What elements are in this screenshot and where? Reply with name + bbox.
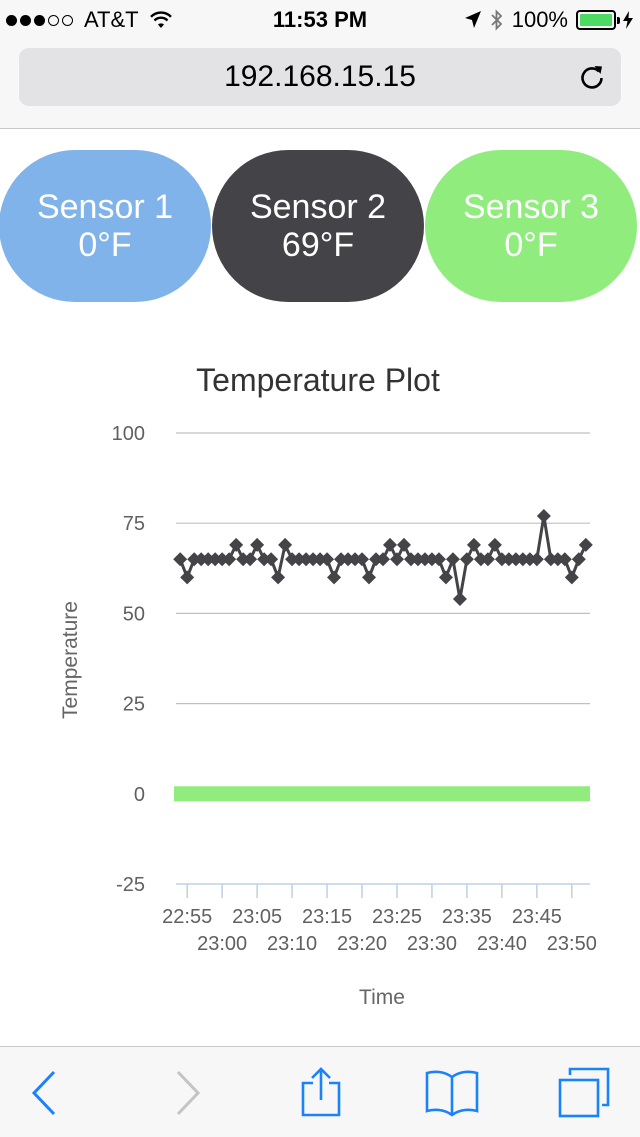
data-point <box>564 570 579 585</box>
x-tick-label: 23:20 <box>337 933 387 955</box>
tabs-icon[interactable] <box>556 1067 612 1119</box>
bluetooth-icon <box>491 9 502 31</box>
x-tick-label: 23:30 <box>407 933 457 955</box>
status-left: AT&T <box>6 7 173 33</box>
x-tick-label: 23:35 <box>442 906 492 928</box>
x-tick-label: 23:40 <box>477 933 527 955</box>
y-tick-label: 50 <box>123 603 145 625</box>
back-icon[interactable] <box>20 1067 76 1119</box>
data-point <box>355 552 370 567</box>
status-bar: AT&T 11:53 PM 100% <box>0 0 640 40</box>
data-point <box>431 552 446 567</box>
data-point <box>452 591 467 606</box>
data-point <box>536 508 551 523</box>
data-point <box>376 552 390 567</box>
sensor-1-button[interactable]: Sensor 1 0°F <box>0 150 211 302</box>
temperature-chart: Temperature Plot 100 75 50 25 0 -25 22:55 23:0… <box>59 362 597 1009</box>
x-tick-label: 23:25 <box>372 906 422 928</box>
browser-address-area: 192.168.15.15 <box>0 40 640 129</box>
data-point <box>222 552 237 567</box>
carrier-name: AT&T <box>84 7 139 32</box>
data-point <box>327 570 342 585</box>
data-point <box>320 552 335 567</box>
data-point <box>487 537 502 552</box>
chart-grid <box>176 432 590 795</box>
chart-series <box>173 508 593 802</box>
sensor-3-name: Sensor 3 <box>462 188 600 226</box>
location-arrow-icon <box>464 11 481 28</box>
sensor-1-value: 0°F <box>78 226 132 264</box>
data-point <box>180 570 195 585</box>
y-tick-label: 25 <box>123 694 145 716</box>
data-point <box>557 552 572 567</box>
sensor-3-value: 0°F <box>504 226 558 264</box>
sensor-2-value: 69°F <box>281 226 355 264</box>
x-tick-label: 23:10 <box>267 933 317 955</box>
url-text[interactable]: 192.168.15.15 <box>224 60 416 93</box>
forward-icon[interactable] <box>158 1067 214 1119</box>
battery-percentage: 100% <box>511 7 568 32</box>
data-point <box>389 552 404 567</box>
x-tick-label: 23:45 <box>512 906 562 928</box>
data-point <box>480 552 495 567</box>
sensor-2-button[interactable]: Sensor 2 69°F <box>212 150 424 302</box>
x-axis: 22:55 23:00 23:05 23:10 23:15 23:20 23:25 23:30… <box>162 883 597 955</box>
sensor-2-name: Sensor 2 <box>249 188 387 226</box>
x-tick-label: 23:15 <box>302 906 352 928</box>
charging-bolt-icon <box>623 11 633 29</box>
wifi-icon <box>149 11 172 28</box>
reload-icon[interactable] <box>577 62 607 92</box>
data-point <box>243 552 258 567</box>
chart-title: Temperature Plot <box>196 362 440 398</box>
share-icon[interactable] <box>293 1067 349 1119</box>
x-axis-label: Time <box>359 986 405 1009</box>
data-point <box>578 537 593 552</box>
y-tick-label: 75 <box>123 513 145 535</box>
x-tick-label: 23:50 <box>547 933 597 955</box>
data-point <box>529 552 544 567</box>
x-tick-label: 23:05 <box>232 906 282 928</box>
y-tick-label: 100 <box>112 423 145 445</box>
data-point <box>445 552 460 567</box>
battery-fill <box>580 14 612 26</box>
status-right: 100% <box>464 7 634 33</box>
bookmarks-icon[interactable] <box>424 1067 480 1119</box>
data-point <box>571 552 586 567</box>
y-axis-label: Temperature <box>59 601 82 719</box>
battery-icon <box>576 10 620 30</box>
y-tick-label: 0 <box>134 784 145 806</box>
sensor-3-button[interactable]: Sensor 3 0°F <box>425 150 637 302</box>
data-point <box>382 537 397 552</box>
data-point <box>173 552 188 567</box>
x-tick-label: 22:55 <box>162 906 212 928</box>
data-point <box>229 537 244 552</box>
data-point <box>264 552 279 567</box>
browser-toolbar <box>0 1046 640 1137</box>
x-tick-label: 23:00 <box>197 933 247 955</box>
data-point <box>438 570 453 585</box>
data-point <box>250 537 265 552</box>
address-bar[interactable]: 192.168.15.15 <box>19 48 621 106</box>
sensor-1-name: Sensor 1 <box>36 188 174 226</box>
y-tick-label: -25 <box>116 874 145 896</box>
y-axis-ticks: 100 75 50 25 0 -25 <box>112 423 145 896</box>
status-time: 11:53 PM <box>272 7 368 32</box>
data-point <box>466 537 481 552</box>
data-point <box>459 552 474 567</box>
data-point <box>278 537 293 552</box>
data-point <box>362 570 377 585</box>
data-point <box>271 570 286 585</box>
data-point <box>396 537 411 552</box>
signal-strength-icon <box>6 14 76 26</box>
